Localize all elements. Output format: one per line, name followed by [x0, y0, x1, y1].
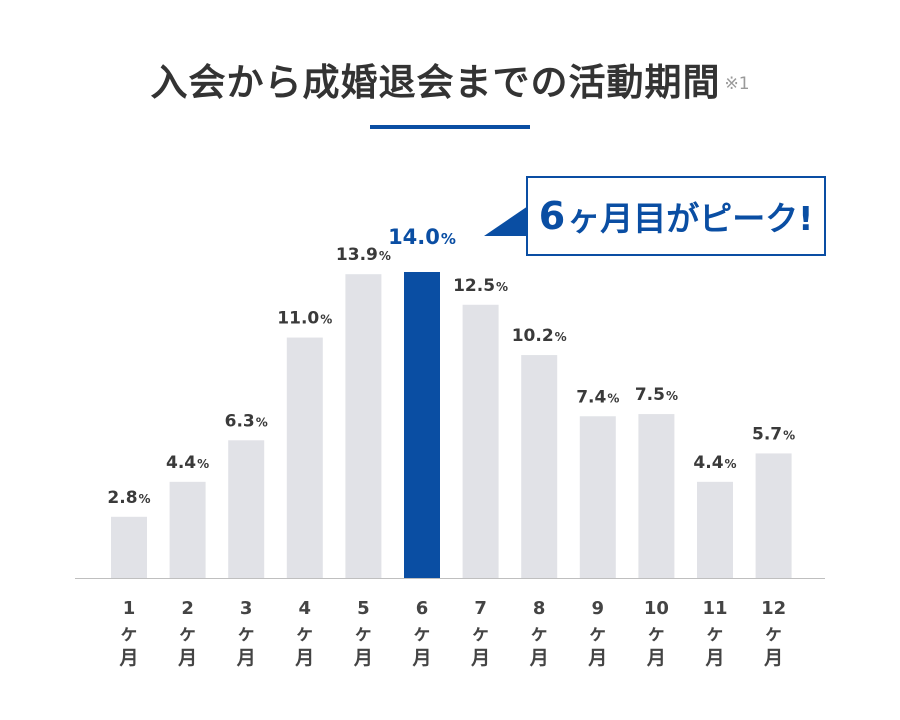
value-unit: %: [139, 492, 151, 506]
value-number: 6.3: [225, 411, 255, 431]
tick-label-number: 11: [702, 598, 727, 619]
tick-label-number: 1: [123, 598, 136, 619]
bar-month-5: [345, 274, 382, 578]
bar-month-4: [286, 337, 323, 578]
value-number: 7.5: [635, 385, 665, 405]
value-unit: %: [607, 391, 619, 405]
tick-label-unit: ヶ: [237, 622, 256, 644]
tick-label-unit: 月: [236, 647, 256, 669]
value-number: 12.5: [453, 276, 495, 296]
tick-label-number: 10: [644, 598, 669, 619]
tick-label-unit: ヶ: [178, 622, 197, 644]
tick-label-number: 2: [181, 598, 194, 619]
tick-label-unit: 月: [529, 647, 549, 669]
tick-label-number: 4: [299, 598, 312, 619]
chart-title: 入会から成婚退会までの活動期間 ※1: [0, 52, 900, 106]
bar-month-10: [638, 414, 675, 578]
callout-pointer: [484, 206, 528, 236]
value-number: 4.4: [693, 453, 723, 473]
value-number: 10.2: [512, 326, 554, 346]
tick-label-unit: 月: [353, 647, 373, 669]
value-label: 10.2%: [512, 326, 567, 346]
bar-month-8: [521, 355, 558, 578]
value-number: 13.9: [336, 245, 378, 265]
bar-month-3: [228, 440, 265, 578]
title-underline: [370, 125, 530, 129]
value-label: 14.0%: [388, 225, 456, 249]
tick-label-unit: 月: [587, 647, 607, 669]
value-label: 7.4%: [576, 387, 619, 407]
tick-label-number: 12: [761, 598, 786, 619]
peak-callout-number: 6: [538, 194, 566, 238]
value-label: 2.8%: [107, 488, 150, 508]
tick-label-number: 5: [357, 598, 370, 619]
value-unit: %: [320, 313, 332, 327]
bar-month-7: [462, 304, 499, 578]
tick-label-number: 6: [416, 598, 429, 619]
value-unit: %: [197, 457, 209, 471]
bar-month-9: [579, 416, 616, 578]
value-unit: %: [496, 280, 508, 294]
value-label: 5.7%: [752, 424, 795, 444]
value-number: 11.0: [277, 309, 319, 329]
tick-label-unit: 月: [411, 647, 431, 669]
tick-label-unit: 月: [294, 647, 314, 669]
tick-label-unit: 月: [704, 647, 724, 669]
peak-callout-text: ヶ月目がピーク!: [567, 199, 814, 238]
tick-label-unit: ヶ: [530, 622, 549, 644]
value-label: 13.9%: [336, 245, 391, 265]
chart-title-note: ※1: [724, 73, 750, 94]
value-unit: %: [555, 330, 567, 344]
value-label: 4.4%: [693, 453, 736, 473]
peak-callout: 6 ヶ月目がピーク!: [526, 176, 826, 256]
tick-label-unit: ヶ: [705, 622, 724, 644]
tick-label-unit: ヶ: [412, 622, 431, 644]
value-label: 6.3%: [225, 411, 268, 431]
value-label: 4.4%: [166, 453, 209, 473]
bar-month-12: [755, 453, 792, 578]
value-label: 7.5%: [635, 385, 678, 405]
tick-label-unit: ヶ: [295, 622, 314, 644]
value-unit: %: [725, 457, 737, 471]
bar-month-6: [404, 272, 440, 578]
value-unit: %: [441, 230, 456, 248]
tick-label-unit: ヶ: [354, 622, 373, 644]
tick-label-number: 7: [474, 598, 487, 619]
bar-month-11: [697, 481, 733, 578]
value-unit: %: [379, 249, 391, 263]
chart-title-text: 入会から成婚退会までの活動期間: [150, 61, 721, 104]
tick-label-unit: ヶ: [647, 622, 666, 644]
tick-label-unit: 月: [646, 647, 666, 669]
value-number: 5.7: [752, 424, 782, 444]
tick-label-unit: ヶ: [119, 622, 138, 644]
tick-label-number: 8: [533, 598, 546, 619]
tick-label-unit: ヶ: [471, 622, 490, 644]
tick-label-unit: 月: [763, 647, 783, 669]
value-number: 14.0: [388, 225, 440, 249]
value-label: 12.5%: [453, 276, 508, 296]
value-unit: %: [783, 428, 795, 442]
tick-label-unit: 月: [118, 647, 138, 669]
tick-label-number: 3: [240, 598, 253, 619]
tick-label-number: 9: [592, 598, 605, 619]
tick-label-unit: 月: [177, 647, 197, 669]
value-number: 4.4: [166, 453, 196, 473]
bar-month-1: [111, 516, 147, 578]
tick-label-unit: 月: [470, 647, 490, 669]
tick-label-unit: ヶ: [764, 622, 783, 644]
value-number: 7.4: [576, 387, 606, 407]
value-number: 2.8: [107, 488, 137, 508]
value-label: 11.0%: [277, 309, 332, 329]
bar-month-2: [169, 481, 206, 578]
value-unit: %: [666, 389, 678, 403]
value-unit: %: [256, 415, 268, 429]
tick-label-unit: ヶ: [588, 622, 607, 644]
